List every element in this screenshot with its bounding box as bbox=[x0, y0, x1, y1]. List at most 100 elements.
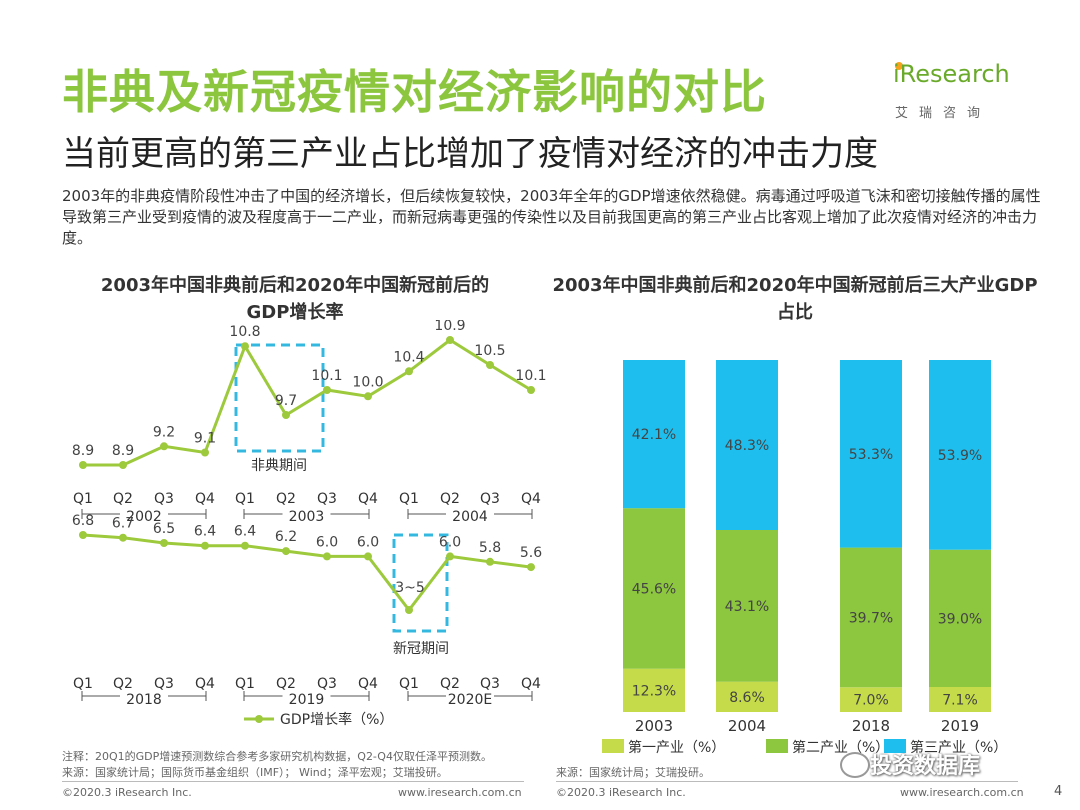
data-point bbox=[241, 342, 249, 351]
data-point bbox=[446, 336, 454, 344]
data-point bbox=[282, 547, 290, 556]
bar-segment bbox=[623, 668, 685, 712]
data-label: 9.2 bbox=[153, 424, 175, 440]
data-point bbox=[119, 533, 127, 542]
data-point bbox=[527, 563, 535, 572]
left-copyright: ©2020.3 iResearch Inc. bbox=[62, 786, 192, 799]
bar-segment bbox=[929, 687, 991, 712]
industry-share-stacked-bar-chart: 12.3% 45.6% 42.1% 2003 8.6% 43.1% 48.3% 2004 7.0… bbox=[602, 360, 1007, 756]
legend-swatch bbox=[766, 739, 788, 753]
data-label: 10.9 bbox=[434, 320, 465, 334]
bar-value-label: 45.6% bbox=[632, 581, 676, 597]
quarter-tick-label: Q4 bbox=[521, 491, 541, 507]
bar-value-label: 7.1% bbox=[942, 693, 978, 709]
data-label: 10.4 bbox=[393, 349, 424, 365]
quarter-tick-label: Q3 bbox=[480, 491, 500, 507]
data-point bbox=[241, 541, 249, 550]
gdp-growth-line-chart: 非典期间 8.9 8.9 9.2 9.1 10.8 9.7 10.1 10.0 10.4 10.9 1… bbox=[72, 320, 547, 728]
quarter-tick-label: Q2 bbox=[113, 491, 133, 507]
bar-value-label: 43.1% bbox=[725, 599, 769, 615]
quarter-tick-label: Q3 bbox=[154, 491, 174, 507]
data-point bbox=[323, 552, 331, 561]
bar-value-label: 39.7% bbox=[849, 611, 893, 627]
data-point bbox=[527, 386, 535, 394]
data-point bbox=[160, 539, 168, 547]
quarter-tick-label: Q4 bbox=[358, 491, 378, 507]
logo-brand-text: iResearch bbox=[893, 60, 1010, 88]
data-label: 5.6 bbox=[520, 545, 542, 561]
data-label: 10.1 bbox=[515, 368, 546, 384]
data-label: 3~5 bbox=[395, 580, 425, 596]
bar-value-label: 53.3% bbox=[849, 447, 893, 463]
quarter-tick-label: Q2 bbox=[276, 491, 296, 507]
quarter-tick-label: Q4 bbox=[195, 491, 215, 507]
data-point bbox=[201, 448, 209, 457]
quarter-tick-label: Q3 bbox=[480, 676, 500, 692]
legend-marker bbox=[255, 715, 263, 723]
bar-segment bbox=[840, 687, 902, 712]
bar-segment bbox=[623, 360, 685, 509]
data-label: 8.9 bbox=[72, 443, 94, 459]
data-point bbox=[364, 552, 372, 561]
legend-label: 第二产业（%） bbox=[792, 739, 889, 756]
quarter-tick-label: Q4 bbox=[358, 676, 378, 692]
quarter-tick-label: Q1 bbox=[235, 676, 255, 692]
year-label: 2019 bbox=[289, 692, 325, 708]
bar-segment bbox=[840, 547, 902, 688]
quarter-tick-label: Q4 bbox=[521, 676, 541, 692]
bar-value-label: 12.3% bbox=[632, 683, 676, 699]
quarter-tick-label: Q1 bbox=[73, 676, 93, 692]
quarter-tick-label: Q2 bbox=[440, 491, 460, 507]
data-label: 9.7 bbox=[275, 393, 297, 409]
left-footer-divider bbox=[62, 781, 524, 782]
data-point bbox=[160, 442, 168, 451]
data-label: 10.1 bbox=[311, 368, 342, 384]
quarter-tick-label: Q2 bbox=[113, 676, 133, 692]
gdp-line-panel-1 bbox=[82, 533, 532, 613]
bar-segment bbox=[716, 681, 778, 712]
data-label: 9.1 bbox=[194, 431, 216, 447]
highlight-box-0 bbox=[234, 343, 325, 453]
legend-swatch bbox=[602, 739, 624, 753]
bar-value-label: 48.3% bbox=[725, 438, 769, 454]
data-label: 6.7 bbox=[112, 516, 134, 532]
data-label: 6.0 bbox=[357, 534, 379, 550]
data-point bbox=[486, 361, 494, 369]
data-point bbox=[446, 552, 454, 561]
category-label: 2004 bbox=[728, 717, 766, 735]
left-footnote: 注释：20Q1的GDP增速预测数综合参考多家研究机构数据，Q2-Q4仅取任泽平预… bbox=[62, 750, 492, 763]
page-title: 非典及新冠疫情对经济影响的对比 bbox=[62, 65, 767, 119]
data-point bbox=[323, 386, 331, 394]
data-label: 6.8 bbox=[72, 513, 94, 529]
data-label: 6.5 bbox=[153, 521, 175, 537]
year-label: 2003 bbox=[289, 509, 325, 525]
data-point bbox=[119, 461, 127, 469]
legend-label: 第三产业（%） bbox=[910, 739, 1007, 756]
bar-segment bbox=[716, 360, 778, 530]
logo-sub-text: 艾瑞咨询 bbox=[895, 106, 992, 121]
iresearch-logo: iResearch 艾瑞咨询 bbox=[893, 60, 1043, 130]
data-point bbox=[405, 367, 413, 376]
bar-value-label: 8.6% bbox=[729, 690, 765, 706]
category-label: 2019 bbox=[941, 717, 979, 735]
quarter-tick-label: Q1 bbox=[235, 491, 255, 507]
quarter-tick-label: Q3 bbox=[317, 491, 337, 507]
quarter-tick-label: Q3 bbox=[154, 676, 174, 692]
right-url: www.iresearch.com.cn bbox=[900, 786, 1024, 799]
bar-value-label: 7.0% bbox=[853, 693, 889, 709]
wechat-icon bbox=[840, 752, 870, 778]
right-chart-title: 2003年中国非典前后和2020年中国新冠前后三大产业GDP占比 bbox=[552, 275, 1038, 323]
bar-segment bbox=[840, 360, 902, 548]
watermark: 投资数据库 bbox=[870, 754, 981, 779]
year-label: 2004 bbox=[452, 509, 488, 525]
data-point bbox=[201, 541, 209, 550]
page-subtitle: 当前更高的第三产业占比增加了疫情对经济的冲击力度 bbox=[62, 134, 878, 174]
right-copyright: ©2020.3 iResearch Inc. bbox=[556, 786, 686, 799]
bar-segment bbox=[929, 360, 991, 550]
legend-label: GDP增长率（%） bbox=[280, 711, 393, 728]
bar-segment bbox=[716, 530, 778, 682]
right-footer-divider bbox=[556, 781, 1018, 782]
legend-label: 第一产业（%） bbox=[628, 739, 725, 756]
data-label: 10.8 bbox=[229, 324, 260, 340]
logo-dot-icon bbox=[895, 62, 903, 70]
